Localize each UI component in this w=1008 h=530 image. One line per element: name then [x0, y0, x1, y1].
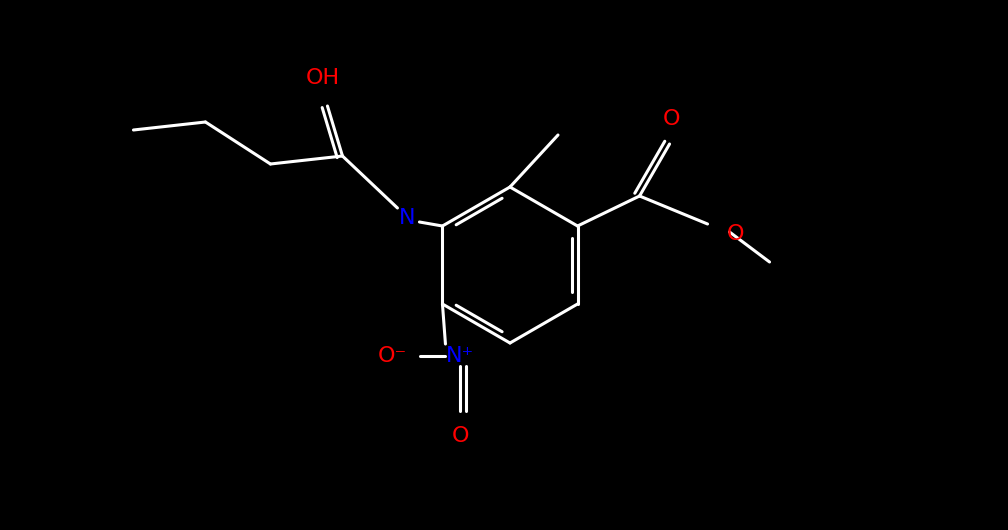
- Text: O: O: [663, 109, 680, 129]
- Text: OH: OH: [305, 68, 340, 88]
- Text: O: O: [727, 224, 744, 244]
- Text: N: N: [399, 208, 415, 228]
- Text: O⁻: O⁻: [378, 346, 407, 366]
- Text: O: O: [452, 426, 469, 446]
- Text: N⁺: N⁺: [447, 346, 475, 366]
